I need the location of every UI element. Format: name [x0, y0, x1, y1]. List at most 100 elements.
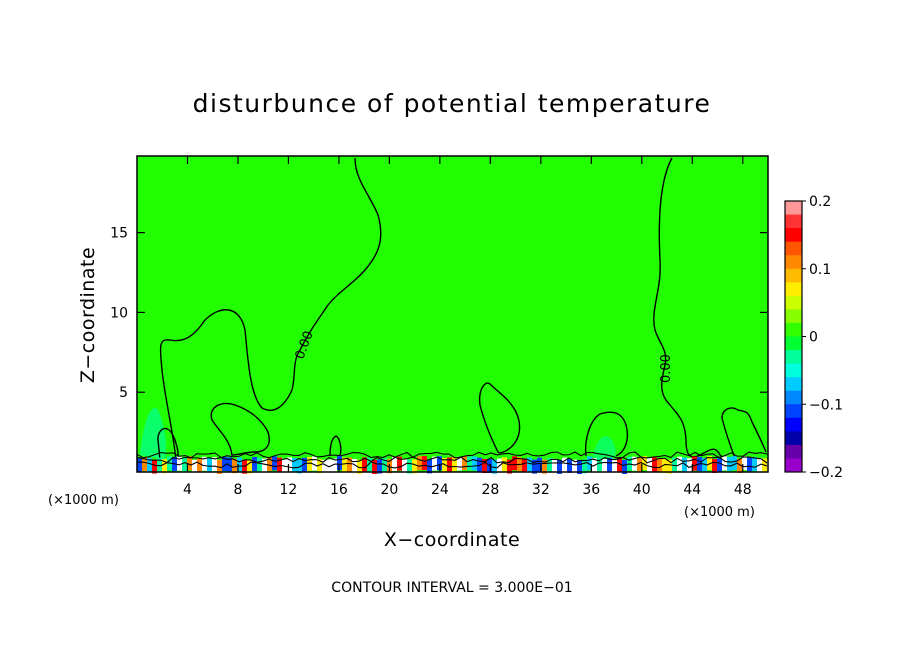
colorbar-tick-labels: 0.2 0.1 0 −0.1 −0.2 [802, 194, 843, 481]
surface-cell [252, 456, 257, 471]
surface-cell [582, 459, 587, 474]
surface-cell [657, 458, 662, 473]
surface-cell [367, 457, 372, 472]
surface-cell [677, 456, 682, 471]
colorbar-segment [785, 214, 802, 229]
surface-cell [377, 459, 382, 474]
surface-contour [136, 456, 768, 464]
y-axis-label: Z−coordinate [77, 247, 99, 383]
surface-cell [447, 457, 452, 472]
surface-cell [667, 459, 672, 474]
surface-cell [562, 457, 567, 472]
surface-cell [537, 457, 542, 472]
surface-cell [717, 458, 722, 473]
colorbar-segment [785, 377, 802, 392]
y-tick-label: 5 [119, 385, 128, 401]
colorbar [784, 200, 803, 473]
surface-cell [742, 456, 747, 471]
colorbar-tick-label: 0.1 [809, 262, 831, 278]
surface-cell [317, 459, 322, 474]
colorbar-segment [785, 268, 802, 283]
colorbar-segment [785, 295, 802, 310]
surface-cell [552, 458, 557, 473]
colorbar-segment [785, 350, 802, 365]
surface-cell [752, 456, 757, 471]
y-tick-label: 10 [110, 305, 128, 321]
surface-cell [607, 457, 612, 472]
contour-line-blob-2 [329, 435, 342, 457]
contour-line-blob-3 [478, 382, 521, 454]
surface-cell [767, 459, 772, 474]
surface-cell [207, 458, 212, 473]
colorbar-segment [785, 390, 802, 405]
surface-cell [352, 458, 357, 473]
surface-cell [212, 457, 217, 472]
contour-line-right-blob [721, 407, 767, 459]
surface-cell [727, 456, 732, 471]
colorbar-segment [785, 417, 802, 432]
surface-cell [182, 457, 187, 472]
surface-cell [407, 459, 412, 474]
colorbar-segment [785, 363, 802, 378]
surface-cell [287, 457, 292, 472]
surface-cell [737, 458, 742, 473]
surface-cell [292, 457, 297, 472]
surface-cell [272, 456, 277, 471]
x-tick-label: 44 [683, 482, 701, 498]
surface-cell [557, 459, 562, 474]
surface-cell [362, 457, 367, 472]
surface-cell [277, 457, 282, 472]
colorbar-segment [785, 309, 802, 324]
surface-cell [747, 457, 752, 472]
surface-cell [632, 456, 637, 471]
surface-cell [622, 459, 627, 474]
y-tick-label: 15 [110, 226, 128, 242]
surface-cell [417, 456, 422, 471]
surface-cell [142, 456, 147, 471]
surface-cell [572, 459, 577, 474]
surface-cell [457, 456, 462, 471]
surface-cell [197, 457, 202, 472]
surface-cell [587, 456, 592, 471]
x-unit-label: (×1000 m) [684, 505, 755, 520]
x-tick-label: 20 [380, 482, 398, 498]
colorbar-segment [785, 404, 802, 419]
surface-cell [342, 457, 347, 472]
x-tick-label: 16 [330, 482, 348, 498]
surface-cell [162, 459, 167, 474]
surface-cell [337, 456, 342, 471]
surface-cell [577, 459, 582, 474]
surface-cell [672, 457, 677, 472]
contour-label-right: 0.00 [659, 354, 674, 383]
surface-contour [136, 461, 768, 469]
surface-cell [477, 457, 482, 472]
surface-cell [372, 459, 377, 474]
contour-line-blob-1 [210, 402, 270, 456]
surface-cell [422, 456, 427, 471]
surface-cell [312, 456, 317, 471]
x-tick-label: 36 [582, 482, 600, 498]
surface-cell [402, 458, 407, 473]
surface-cell [642, 456, 647, 471]
colorbar-tick-label: 0.2 [809, 194, 831, 210]
surface-cell [222, 456, 227, 471]
colorbar-segment [785, 282, 802, 297]
surface-contour [136, 451, 768, 459]
surface-cell [707, 456, 712, 471]
colorbar-segment [785, 255, 802, 270]
surface-cell [137, 458, 142, 473]
surface-cell [267, 456, 272, 471]
surface-cell [412, 459, 417, 474]
surface-cell [722, 456, 727, 471]
y-axis-ticks: 5 10 15 [110, 226, 768, 401]
surface-cell [347, 457, 352, 472]
colorbar-segment [785, 444, 802, 459]
surface-cell [527, 457, 532, 472]
surface-cell [612, 458, 617, 473]
surface-cell [187, 456, 192, 471]
surface-cell [512, 456, 517, 471]
surface-cell [177, 456, 182, 471]
surface-cell [532, 459, 537, 474]
surface-cell [502, 457, 507, 472]
